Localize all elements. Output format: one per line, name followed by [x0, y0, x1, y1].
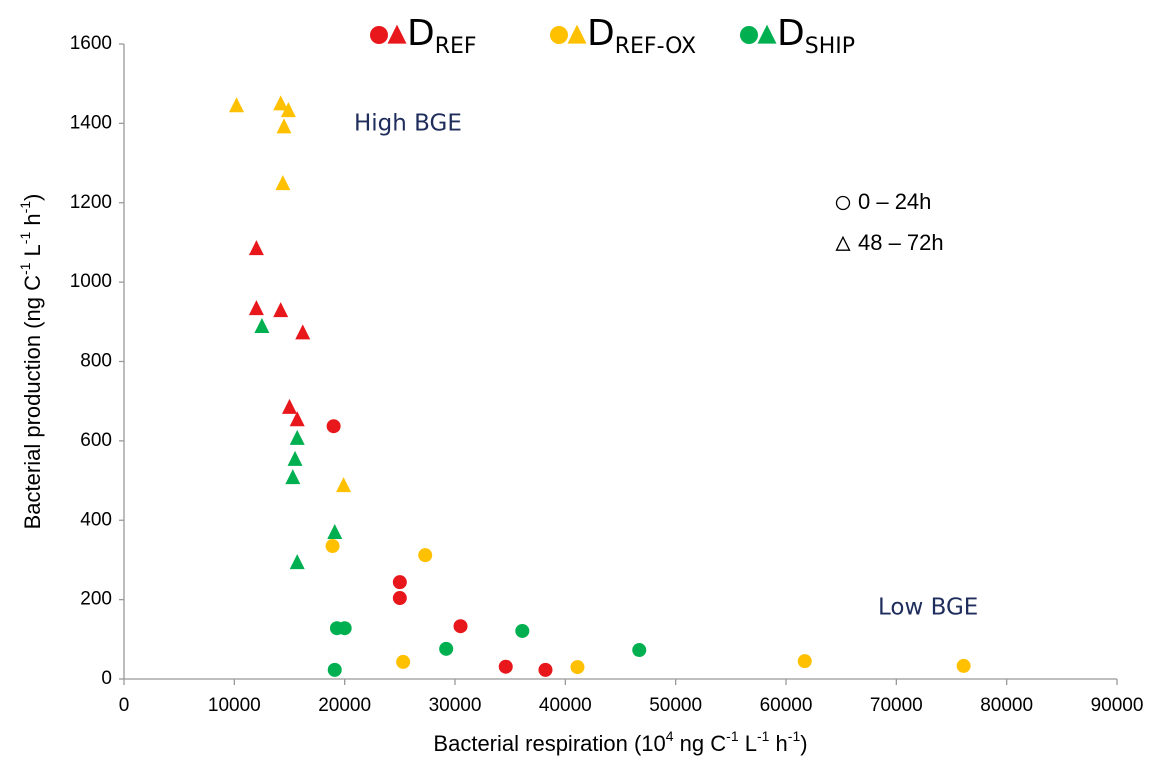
- point: [280, 102, 296, 118]
- y-tick-label: 400: [80, 509, 112, 530]
- point: [498, 659, 513, 674]
- y-axis-label-part: -1: [17, 262, 33, 275]
- legend-symbol: [387, 24, 407, 44]
- point: [289, 411, 305, 427]
- annotation: High BGE: [354, 111, 462, 137]
- point: [326, 419, 341, 434]
- x-tick-label: 0: [119, 695, 130, 716]
- point: [632, 643, 647, 658]
- x-tick-label: 30000: [429, 695, 482, 716]
- point: [418, 548, 433, 563]
- point: [570, 660, 585, 675]
- y-axis-label-part: ): [20, 194, 45, 201]
- point: [289, 429, 305, 445]
- legend-symbol: [757, 24, 777, 44]
- point: [336, 477, 352, 493]
- point: [325, 539, 340, 554]
- point: [392, 591, 407, 606]
- x-axis-label-part: L: [739, 731, 757, 756]
- point: [392, 575, 407, 590]
- y-tick-label: 800: [80, 351, 112, 372]
- y-tick-label: 0: [101, 668, 112, 689]
- x-tick-label: 40000: [539, 695, 592, 716]
- x-axis-label-part: ): [800, 731, 807, 756]
- point: [287, 450, 303, 466]
- x-axis-label-part: h: [769, 731, 787, 756]
- point: [797, 654, 812, 669]
- x-axis-label-part: ng C: [674, 731, 727, 756]
- y-axis-label-part: h: [20, 213, 45, 231]
- x-axis-label-part: -1: [757, 728, 770, 744]
- point: [248, 240, 264, 256]
- x-axis-label-part: -1: [788, 728, 801, 744]
- legend-label: 0 – 24h: [858, 189, 931, 214]
- legend-main: D: [407, 13, 435, 54]
- legend-symbol: [835, 235, 851, 251]
- legend-sub: REF-OX: [615, 34, 696, 59]
- y-tick-label: 1600: [70, 33, 112, 54]
- point: [453, 619, 468, 634]
- annotation: Low BGE: [878, 595, 978, 621]
- legend-symbol: [370, 26, 388, 44]
- x-axis-label-part: 4: [666, 728, 674, 744]
- y-tick-label: 1400: [70, 112, 112, 133]
- legend-sub: REF: [435, 34, 477, 59]
- point: [282, 398, 297, 414]
- y-tick-label: 600: [80, 430, 112, 451]
- x-tick-label: 10000: [208, 695, 261, 716]
- legend-label: 48 – 72h: [858, 230, 944, 255]
- x-tick-label: 90000: [1091, 695, 1144, 716]
- y-tick-label: 1200: [70, 192, 112, 213]
- x-tick-label: 50000: [649, 695, 702, 716]
- point: [254, 317, 270, 333]
- x-tick-label: 60000: [760, 695, 813, 716]
- legend-label: DREF-OX: [587, 13, 696, 59]
- x-axis-label-part: -1: [726, 728, 739, 744]
- y-tick-label: 1000: [70, 271, 112, 292]
- legend-symbol: [740, 26, 758, 44]
- point: [248, 300, 264, 316]
- y-tick-label: 200: [80, 589, 112, 610]
- point: [285, 469, 301, 485]
- y-axis-label: Bacterial production (ng C-1 L-1 h-1): [17, 194, 45, 530]
- legend-symbol: [550, 26, 568, 44]
- x-axis-label-part: Bacterial respiration (10: [433, 731, 665, 756]
- point: [295, 324, 311, 340]
- point: [327, 662, 342, 677]
- point: [276, 118, 292, 134]
- y-axis-label-part: -1: [17, 201, 33, 214]
- legend-sub: SHIP: [805, 34, 855, 59]
- legend-symbol: [567, 24, 587, 44]
- point: [229, 97, 245, 113]
- point: [273, 95, 289, 111]
- point: [273, 302, 289, 318]
- legend-label: DSHIP: [777, 13, 855, 59]
- point: [956, 658, 971, 673]
- x-tick-label: 80000: [980, 695, 1033, 716]
- y-axis-label-part: L: [20, 244, 45, 262]
- point: [515, 623, 530, 638]
- y-axis-label-part: Bacterial production (ng C: [20, 275, 45, 529]
- legend-symbol: [835, 195, 851, 211]
- legend-main: D: [587, 13, 615, 54]
- point: [439, 641, 454, 656]
- point: [327, 523, 343, 539]
- point: [538, 662, 553, 677]
- point: [289, 554, 305, 570]
- point: [337, 621, 352, 636]
- point: [396, 654, 411, 669]
- x-tick-label: 70000: [870, 695, 923, 716]
- legend-label: DREF: [407, 13, 477, 59]
- legend-main: D: [777, 13, 805, 54]
- x-tick-label: 20000: [318, 695, 371, 716]
- y-axis-label-part: -1: [17, 232, 33, 245]
- x-axis-label: Bacterial respiration (104 ng C-1 L-1 h-…: [433, 728, 807, 756]
- point: [275, 175, 291, 191]
